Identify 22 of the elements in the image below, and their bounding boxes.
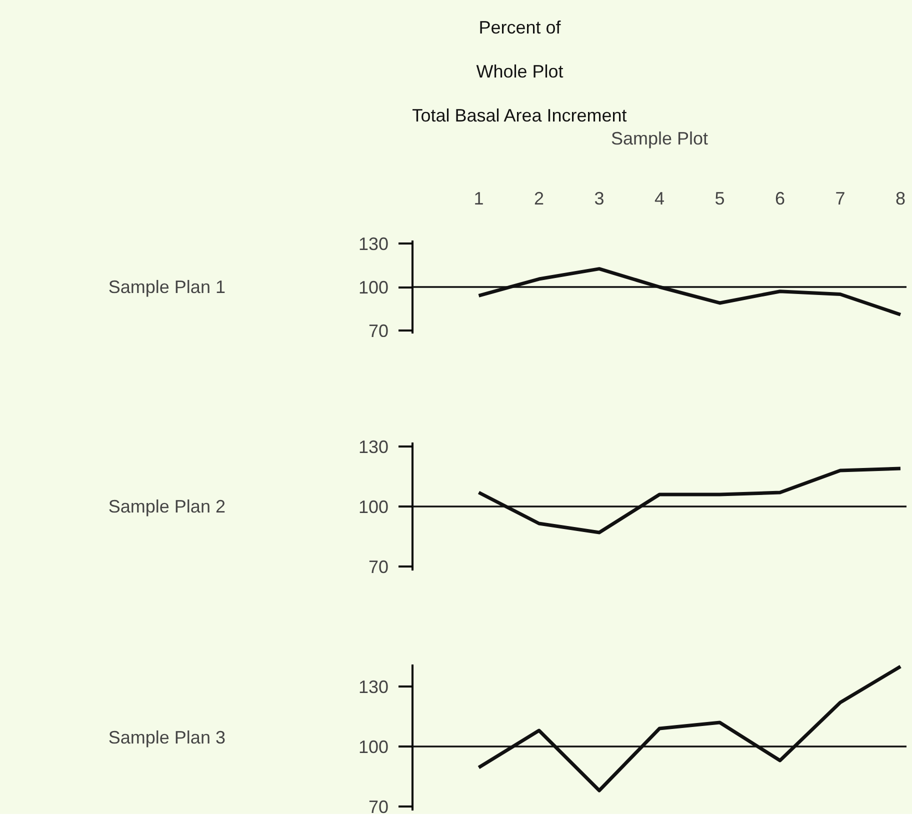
y-axis-title: Sample Plan 1 (108, 277, 226, 297)
x-tick-label: 1 (474, 188, 484, 208)
x-tick-label: 2 (534, 188, 544, 208)
y-axis-title: Sample Plan 3 (108, 728, 226, 748)
x-tick-label: 8 (895, 188, 906, 208)
x-tick-label: 7 (835, 188, 846, 208)
y-tick-label: 130 (358, 437, 389, 457)
x-tick-label: 3 (594, 188, 604, 208)
y-tick-label: 100 (358, 278, 389, 298)
x-tick-label: 5 (714, 188, 725, 208)
y-tick-label: 130 (358, 234, 389, 254)
y-tick-label: 70 (368, 557, 389, 577)
x-tick-label: 4 (654, 188, 665, 208)
y-tick-label: 70 (368, 797, 389, 816)
y-tick-label: 100 (358, 737, 389, 757)
x-axis-title: Sample Plot (610, 128, 708, 148)
y-tick-label: 70 (368, 321, 389, 342)
y-tick-label: 130 (358, 677, 389, 697)
y-axis-title: Sample Plan 2 (108, 496, 226, 516)
x-tick-label: 6 (774, 188, 785, 208)
y-tick-label: 100 (358, 497, 389, 517)
chart-title: Percent of Whole Plot Total Basal Area Increment (412, 18, 627, 126)
